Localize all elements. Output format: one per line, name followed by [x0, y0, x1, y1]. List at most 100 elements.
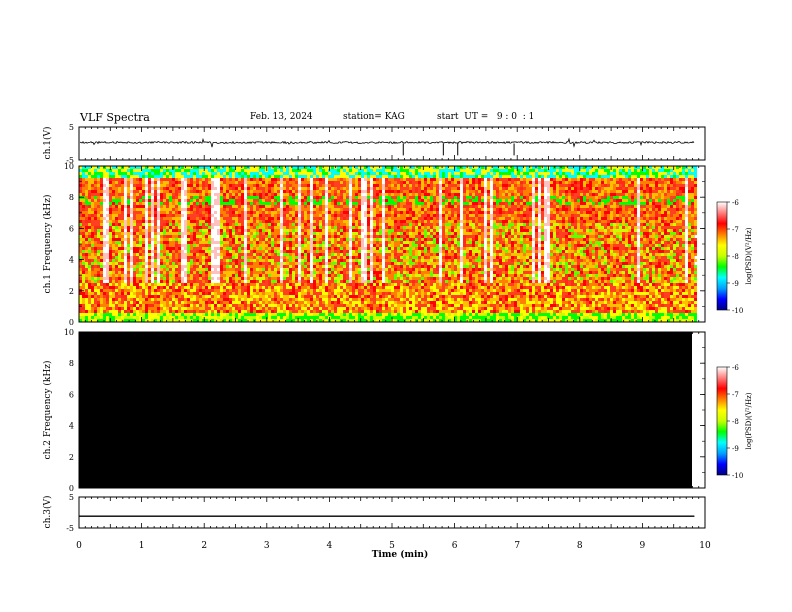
spectrogram-cell	[154, 172, 157, 175]
spectrogram-cell	[229, 199, 232, 202]
spectrogram-cell	[322, 172, 325, 175]
spectrogram-cell	[217, 166, 220, 169]
spectrogram-cell	[172, 241, 175, 244]
spectrogram-cell	[256, 295, 259, 298]
spectrogram-cell	[364, 166, 367, 169]
spectrogram-cell	[286, 181, 289, 184]
spectrogram-cell	[229, 190, 232, 193]
spectrogram-cell	[292, 190, 295, 193]
spectrogram-cell	[286, 205, 289, 208]
spectrogram-cell	[358, 280, 361, 283]
spectrogram-cell	[124, 214, 127, 217]
spectrogram-cell	[109, 169, 112, 172]
spectrogram-cell	[322, 223, 325, 226]
spectrogram-cell	[241, 286, 244, 289]
spectrogram-cell	[202, 238, 205, 241]
spectrogram-cell	[124, 184, 127, 187]
spectrogram-cell	[310, 271, 313, 274]
spectrogram-cell	[352, 202, 355, 205]
spectrogram-cell	[124, 259, 127, 262]
spectrogram-cell	[265, 283, 268, 286]
spectrogram-cell	[148, 199, 151, 202]
spectrogram-cell	[328, 277, 331, 280]
spectrogram-cell	[175, 205, 178, 208]
spectrogram-cell	[139, 199, 142, 202]
spectrogram-cell	[184, 175, 187, 178]
spectrogram-cell	[316, 247, 319, 250]
spectrogram-cell	[115, 316, 118, 319]
spectrogram-cell	[118, 241, 121, 244]
spectrogram-cell	[112, 238, 115, 241]
spectrogram-cell	[325, 232, 328, 235]
spectrogram-cell	[361, 190, 364, 193]
spectrogram-cell	[175, 232, 178, 235]
spectrogram-cell	[304, 193, 307, 196]
spectrogram-cell	[313, 313, 316, 316]
spectrogram-cell	[229, 247, 232, 250]
spectrogram-cell	[148, 301, 151, 304]
spectrogram-cell	[184, 289, 187, 292]
spectrogram-cell	[343, 172, 346, 175]
spectrogram-cell	[220, 175, 223, 178]
spectrogram-cell	[238, 244, 241, 247]
spectrogram-cell	[232, 238, 235, 241]
spectrogram-cell	[352, 247, 355, 250]
spectrogram-cell	[94, 244, 97, 247]
spectrogram-cell	[367, 241, 370, 244]
spectrogram-cell	[154, 310, 157, 313]
spectrogram-cell	[331, 286, 334, 289]
spectrogram-cell	[325, 220, 328, 223]
spectrogram-cell	[295, 265, 298, 268]
spectrogram-cell	[118, 202, 121, 205]
spectrogram-cell	[382, 271, 385, 274]
spectrogram-cell	[376, 175, 379, 178]
spectrogram-cell	[127, 301, 130, 304]
spectrogram-cell	[298, 244, 301, 247]
spectrogram-cell	[115, 223, 118, 226]
spectrogram-cell	[250, 172, 253, 175]
spectrogram-cell	[376, 247, 379, 250]
spectrogram-cell	[151, 214, 154, 217]
spectrogram-cell	[151, 181, 154, 184]
spectrogram-cell	[187, 253, 190, 256]
spectrogram-cell	[325, 235, 328, 238]
spectrogram-cell	[283, 226, 286, 229]
spectrogram-cell	[85, 319, 88, 322]
spectrogram-cell	[169, 268, 172, 271]
spectrogram-cell	[316, 280, 319, 283]
spectrogram-cell	[307, 319, 310, 322]
spectrogram-cell	[247, 178, 250, 181]
spectrogram-cell	[259, 220, 262, 223]
spectrogram-cell	[118, 226, 121, 229]
spectrogram-cell	[337, 166, 340, 169]
spectrogram-cell	[112, 277, 115, 280]
spectrogram-cell	[193, 319, 196, 322]
spectrogram-cell	[277, 316, 280, 319]
spectrogram-cell	[343, 229, 346, 232]
spectrogram-cell	[169, 274, 172, 277]
spectrogram-cell	[385, 265, 388, 268]
spectrogram-cell	[217, 208, 220, 211]
spectrogram-cell	[223, 265, 226, 268]
spectrogram-cell	[334, 277, 337, 280]
spectrogram-cell	[289, 217, 292, 220]
spectrogram-cell	[337, 313, 340, 316]
spectrogram-cell	[205, 229, 208, 232]
spectrogram-cell	[238, 217, 241, 220]
spectrogram-cell	[202, 286, 205, 289]
spectrogram-cell	[286, 292, 289, 295]
spectrogram-cell	[157, 229, 160, 232]
spectrogram-cell	[121, 202, 124, 205]
spectrogram-cell	[382, 298, 385, 301]
spectrogram-cell	[352, 310, 355, 313]
spectrogram-cell	[85, 217, 88, 220]
spectrogram-cell	[145, 268, 148, 271]
spectrogram-cell	[304, 190, 307, 193]
spectrogram-cell	[184, 286, 187, 289]
spectrogram-cell	[277, 283, 280, 286]
spectrogram-cell	[208, 313, 211, 316]
spectrogram-cell	[112, 307, 115, 310]
spectrogram-cell	[268, 169, 271, 172]
spectrogram-cell	[187, 172, 190, 175]
spectrogram-cell	[358, 319, 361, 322]
